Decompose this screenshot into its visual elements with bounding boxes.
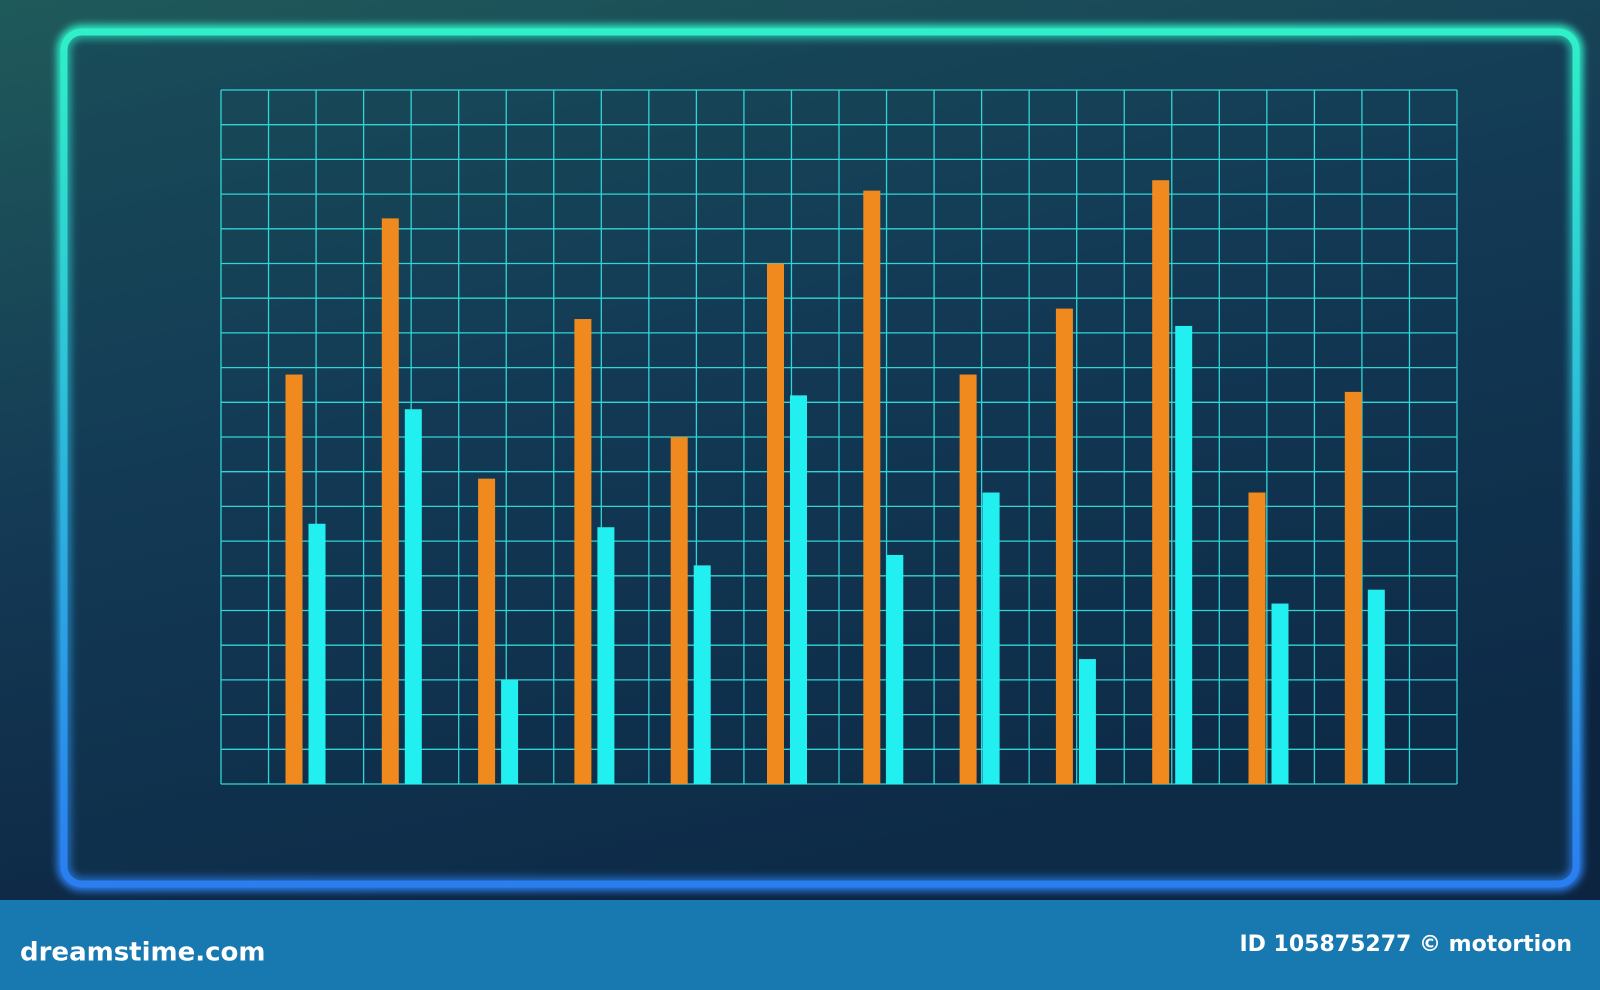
plot xyxy=(220,89,1458,785)
bar xyxy=(767,263,784,784)
bar xyxy=(381,218,399,784)
bar xyxy=(1055,308,1073,784)
bar xyxy=(1248,492,1266,784)
bar xyxy=(1175,325,1193,784)
bar xyxy=(1078,659,1096,784)
bar xyxy=(597,527,615,784)
bar xyxy=(1271,603,1289,784)
footer-bar xyxy=(0,900,1600,990)
bar xyxy=(886,554,904,784)
bar xyxy=(285,374,303,784)
bar xyxy=(308,523,326,784)
bar xyxy=(982,492,1000,784)
bar xyxy=(1367,589,1385,784)
bar xyxy=(863,190,881,784)
bar xyxy=(478,478,496,784)
bar xyxy=(790,395,807,784)
bar xyxy=(501,679,519,784)
bar xyxy=(693,565,711,784)
bar xyxy=(574,319,592,784)
bar xyxy=(1152,180,1170,785)
bar xyxy=(1344,391,1362,784)
bar xyxy=(959,374,977,784)
bar xyxy=(670,437,688,784)
bar xyxy=(404,409,422,784)
credit: ID 105875277 © motortion xyxy=(1239,932,1572,957)
site-name: dreamstime.com xyxy=(20,938,266,968)
frame xyxy=(60,28,1580,888)
